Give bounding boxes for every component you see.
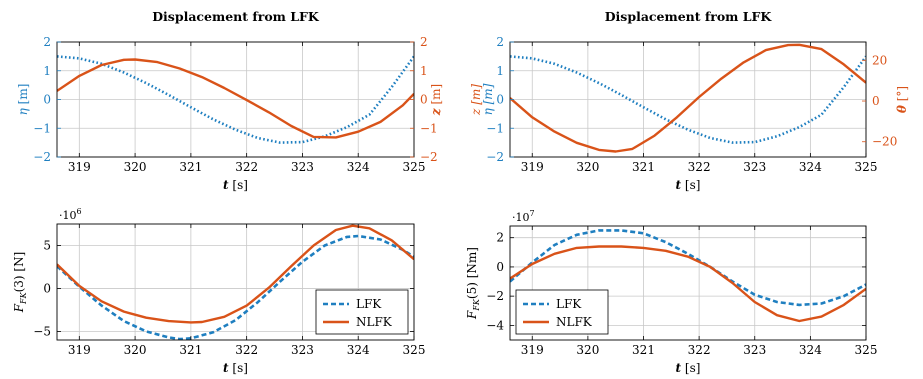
- x-tick-label: 320: [576, 160, 599, 174]
- y-right-tick-label: 1: [420, 64, 428, 78]
- x-tick-label: 321: [179, 343, 202, 357]
- chart-title: Displacement from LFK: [605, 9, 773, 24]
- x-tick-label: 324: [347, 343, 370, 357]
- x-tick-label: 323: [743, 160, 766, 174]
- series-line-nlfk: [510, 245, 866, 323]
- legend-box: [315, 289, 409, 335]
- y-axis-label-z: z [m]: [469, 84, 483, 116]
- legend-box: [515, 289, 609, 335]
- y-tick-label: −5: [33, 324, 51, 338]
- legend: LFK NLFK: [515, 289, 609, 335]
- chart-panel-3: 319 320 321 322 323 324 325 t [s] −5 0 5 ·106 FFK(3)…: [12, 207, 425, 375]
- x-tick-label: 322: [688, 343, 711, 357]
- plot-frame: [56, 223, 415, 341]
- x-tick-label: 321: [632, 343, 655, 357]
- y-tick-label: −2: [33, 150, 51, 164]
- y-tick-label: 1: [496, 64, 504, 78]
- y-right-tick-label: 0: [420, 93, 428, 107]
- y-tick-label: −1: [486, 121, 504, 135]
- x-tick-label: 319: [521, 343, 544, 357]
- x-tick-label: 319: [521, 160, 544, 174]
- legend-label-nlfk: NLFK: [356, 315, 393, 329]
- x-tick-label: 320: [576, 343, 599, 357]
- y-right-axis-label: z [m]: [429, 84, 443, 116]
- x-tick-label: 322: [235, 343, 258, 357]
- x-tick-label: 324: [347, 160, 370, 174]
- y-tick-label: 0: [43, 281, 51, 295]
- legend-label-lfk: LFK: [556, 297, 582, 311]
- x-tick-label: 319: [68, 343, 91, 357]
- x-axis-label: t [s]: [676, 361, 701, 375]
- x-tick-label: 324: [799, 343, 822, 357]
- x-tick-label: 325: [403, 343, 426, 357]
- y-right-tick-label: 20: [872, 53, 887, 67]
- plot-frame: [509, 225, 867, 341]
- y-tick-label: 2: [496, 231, 504, 245]
- y-right-tick-label: −20: [872, 135, 897, 149]
- x-tick-label: 320: [124, 343, 147, 357]
- y-tick-label: −4: [486, 318, 504, 332]
- chart-panel-4: 319 320 321 322 323 324 325 t [s] −4 −2 0 2 ·107 FFK(…: [465, 209, 877, 375]
- x-tick-label: 320: [124, 160, 147, 174]
- x-axis-label: t [s]: [223, 361, 248, 375]
- legend-label-nlfk: NLFK: [556, 315, 593, 329]
- y-right-tick-label: −2: [420, 150, 438, 164]
- x-tick-label: 324: [799, 160, 822, 174]
- legend-label-lfk: LFK: [356, 297, 382, 311]
- y-right-tick-label: 0: [872, 94, 880, 108]
- series-line-right-1: [57, 58, 414, 139]
- x-tick-label: 319: [68, 160, 91, 174]
- x-axis-label: t [s]: [676, 178, 701, 192]
- y-axis-label: FFK(5) [Nm]: [465, 247, 481, 320]
- y-axis-label: FFK(3) [N]: [12, 252, 28, 314]
- legend: LFK NLFK: [315, 289, 409, 335]
- y-tick-label: 2: [496, 35, 504, 49]
- y-right-tick-label: −1: [420, 121, 438, 135]
- series-line-left-0: [57, 55, 414, 144]
- y-tick-label: 2: [43, 35, 51, 49]
- y-tick-label: −2: [486, 150, 504, 164]
- y-right-axis-label: θ [°]: [895, 86, 909, 113]
- y-tick-label: 1: [43, 64, 51, 78]
- x-tick-label: 321: [632, 160, 655, 174]
- y-axis-multiplier: ·107: [512, 209, 535, 224]
- y-tick-label: 5: [43, 238, 51, 252]
- x-tick-label: 322: [235, 160, 258, 174]
- x-tick-label: 323: [291, 343, 314, 357]
- x-axis-label: t [s]: [223, 178, 248, 192]
- y-axis-label-eta: η [m]: [481, 83, 495, 115]
- x-tick-label: 323: [743, 343, 766, 357]
- x-tick-label: 325: [855, 160, 878, 174]
- y-tick-label: −2: [486, 289, 504, 303]
- y-axis-label: η [m]: [16, 84, 30, 116]
- x-tick-label: 323: [291, 160, 314, 174]
- y-right-tick-label: 2: [420, 35, 428, 49]
- series-line-nlfk: [57, 224, 414, 324]
- y-tick-label: 0: [496, 260, 504, 274]
- x-tick-label: 325: [403, 160, 426, 174]
- y-tick-label: 0: [43, 93, 51, 107]
- chart-panel-1: 319 320 321 322 323 324 325 t [s] Displacement f…: [16, 9, 443, 192]
- series-line-left-0: [510, 55, 866, 144]
- series-line-right-1: [510, 43, 866, 153]
- x-tick-label: 322: [688, 160, 711, 174]
- chart-panel-2: 319 320 321 322 323 324 325 t [s] Displacement f…: [469, 9, 909, 192]
- y-tick-label: 0: [496, 93, 504, 107]
- series-line-lfk: [510, 229, 866, 307]
- y-axis-multiplier: ·106: [59, 207, 82, 222]
- x-tick-label: 325: [855, 343, 878, 357]
- x-tick-label: 321: [179, 160, 202, 174]
- chart-title: Displacement from LFK: [152, 9, 320, 24]
- y-tick-label: −1: [33, 121, 51, 135]
